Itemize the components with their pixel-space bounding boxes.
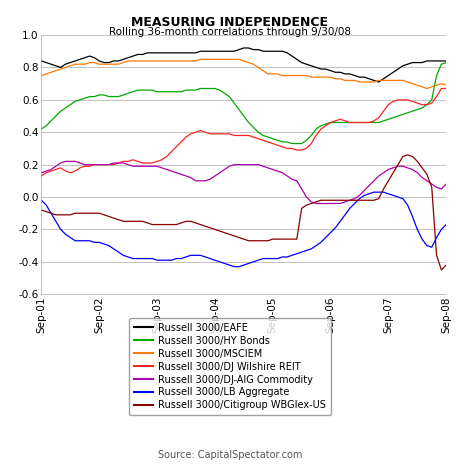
- Text: Rolling 36-month correlations through 9/30/08: Rolling 36-month correlations through 9/…: [109, 27, 350, 37]
- Text: MEASURING INDEPENDENCE: MEASURING INDEPENDENCE: [131, 16, 328, 29]
- Text: Source: CapitalSpectator.com: Source: CapitalSpectator.com: [157, 450, 302, 460]
- Legend: Russell 3000/EAFE, Russell 3000/HY Bonds, Russell 3000/MSCIEM, Russell 3000/DJ W: Russell 3000/EAFE, Russell 3000/HY Bonds…: [129, 318, 330, 415]
